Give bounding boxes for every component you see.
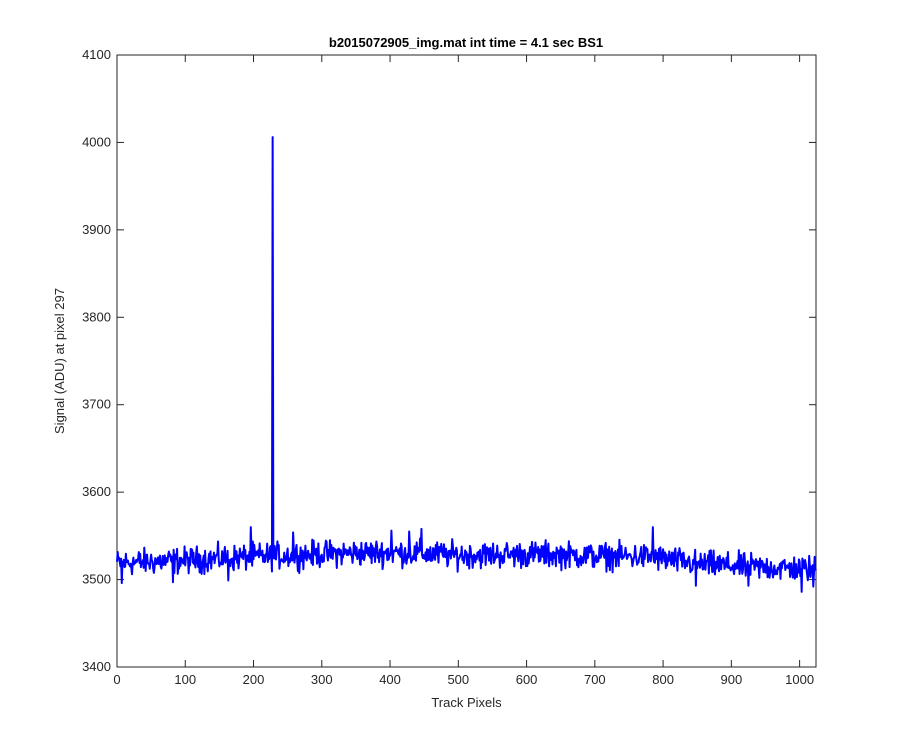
y-tick-label: 4100 <box>82 47 111 62</box>
x-tick-label: 1000 <box>785 672 814 687</box>
y-tick-label: 3500 <box>82 572 111 587</box>
y-tick-label: 3700 <box>82 397 111 412</box>
y-tick-label: 3800 <box>82 309 111 324</box>
x-tick-label: 0 <box>113 672 120 687</box>
y-tick-label: 3900 <box>82 222 111 237</box>
y-axis-label: Signal (ADU) at pixel 297 <box>52 288 67 434</box>
axis-ticks <box>116 54 816 668</box>
x-tick-label: 200 <box>243 672 265 687</box>
plot-area <box>116 54 817 668</box>
x-tick-label: 100 <box>174 672 196 687</box>
series-line <box>116 136 817 593</box>
x-tick-label: 400 <box>379 672 401 687</box>
x-tick-label: 800 <box>652 672 674 687</box>
tick-labels: 0 100 200 300 400 500 600 700 800 900 1000 3400 3500… <box>82 47 814 687</box>
y-tick-label: 3400 <box>82 659 111 674</box>
x-tick-label: 900 <box>721 672 743 687</box>
chart-title: b2015072905_img.mat int time = 4.1 sec B… <box>329 35 603 50</box>
x-tick-label: 300 <box>311 672 333 687</box>
x-tick-label: 500 <box>447 672 469 687</box>
x-tick-label: 700 <box>584 672 606 687</box>
y-tick-label: 3600 <box>82 484 111 499</box>
x-tick-label: 600 <box>516 672 538 687</box>
x-axis-label: Track Pixels <box>431 695 502 710</box>
y-tick-label: 4000 <box>82 134 111 149</box>
